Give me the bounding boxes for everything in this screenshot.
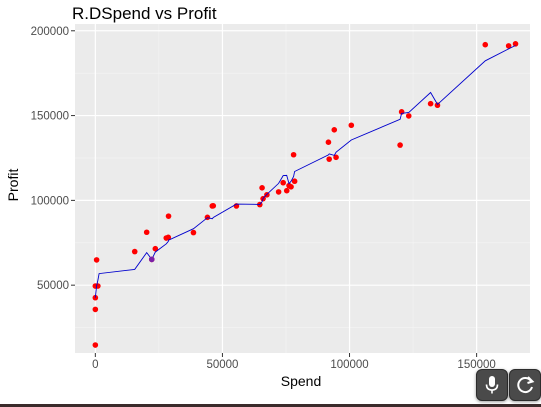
data-point (95, 283, 101, 289)
data-point (152, 245, 159, 252)
fit-line (94, 45, 516, 298)
x-tick-label: 100000 (330, 359, 368, 371)
chart-title: R.DSpend vs Profit (72, 4, 217, 23)
data-point (326, 156, 332, 162)
data-point (148, 256, 155, 263)
data-point (92, 294, 99, 301)
y-tick-label: 200000 (31, 26, 69, 38)
data-point (348, 122, 355, 129)
data-point (143, 229, 150, 236)
data-point (397, 142, 403, 148)
data-point (427, 100, 434, 107)
plot-panel (75, 24, 530, 353)
data-point (165, 213, 172, 219)
data-point (93, 257, 100, 263)
y-tick-label: 100000 (31, 195, 69, 207)
data-point (288, 184, 294, 190)
bottom-border (0, 404, 541, 407)
x-tick-label: 150000 (457, 359, 495, 371)
data-point (405, 113, 412, 119)
data-point (482, 41, 489, 48)
data-point (505, 43, 512, 49)
x-axis-label: Spend (281, 373, 321, 389)
data-point (280, 179, 286, 186)
x-axis: 0 50000 100000 150000 (92, 353, 496, 371)
data-point (92, 342, 99, 348)
mic-button[interactable] (476, 369, 508, 401)
x-tick-label: 50000 (206, 359, 238, 371)
data-point (512, 41, 519, 47)
data-point (92, 306, 99, 313)
y-axis-label: Profit (5, 169, 21, 202)
data-point (190, 229, 197, 236)
data-point (434, 102, 441, 109)
reload-button[interactable] (509, 369, 541, 401)
y-axis: 50000 100000 150000 200000 (31, 26, 75, 292)
y-tick-label: 50000 (37, 280, 69, 292)
data-point (333, 154, 339, 161)
data-point (283, 187, 290, 194)
data-point (331, 127, 338, 133)
y-tick-label: 150000 (31, 111, 69, 123)
data-point (275, 189, 282, 195)
data-point (165, 234, 172, 241)
data-point (259, 185, 265, 191)
microphone-icon (485, 376, 499, 394)
data-point (290, 151, 297, 158)
x-tick-label: 0 (92, 359, 98, 371)
chart-marks (92, 41, 519, 348)
data-point (131, 248, 138, 255)
reload-icon (517, 376, 535, 394)
grid-major (75, 24, 530, 353)
data-point (325, 139, 332, 146)
data-point (210, 202, 217, 209)
data-point (291, 178, 298, 185)
